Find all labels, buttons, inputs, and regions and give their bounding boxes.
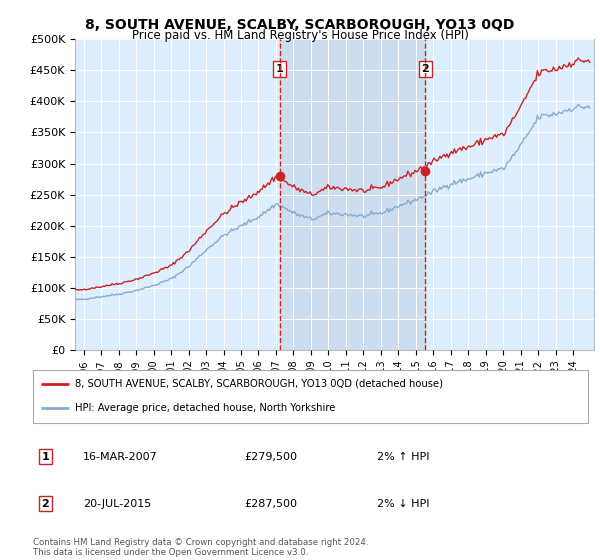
FancyBboxPatch shape xyxy=(33,370,588,423)
Text: 16-MAR-2007: 16-MAR-2007 xyxy=(83,452,158,461)
Text: 2: 2 xyxy=(421,64,429,74)
Text: Price paid vs. HM Land Registry's House Price Index (HPI): Price paid vs. HM Land Registry's House … xyxy=(131,29,469,42)
Text: 2% ↑ HPI: 2% ↑ HPI xyxy=(377,452,430,461)
Text: 8, SOUTH AVENUE, SCALBY, SCARBOROUGH, YO13 0QD (detached house): 8, SOUTH AVENUE, SCALBY, SCARBOROUGH, YO… xyxy=(74,379,443,389)
Text: 20-JUL-2015: 20-JUL-2015 xyxy=(83,499,151,508)
Bar xyxy=(280,39,425,350)
Text: 1: 1 xyxy=(41,452,49,461)
Text: 2% ↓ HPI: 2% ↓ HPI xyxy=(377,499,430,508)
Text: £287,500: £287,500 xyxy=(244,499,297,508)
Text: 1: 1 xyxy=(276,64,284,74)
Text: HPI: Average price, detached house, North Yorkshire: HPI: Average price, detached house, Nort… xyxy=(74,403,335,413)
Text: 8, SOUTH AVENUE, SCALBY, SCARBOROUGH, YO13 0QD: 8, SOUTH AVENUE, SCALBY, SCARBOROUGH, YO… xyxy=(85,18,515,32)
Text: 2: 2 xyxy=(41,499,49,508)
Text: £279,500: £279,500 xyxy=(244,452,297,461)
Text: Contains HM Land Registry data © Crown copyright and database right 2024.
This d: Contains HM Land Registry data © Crown c… xyxy=(33,538,368,557)
